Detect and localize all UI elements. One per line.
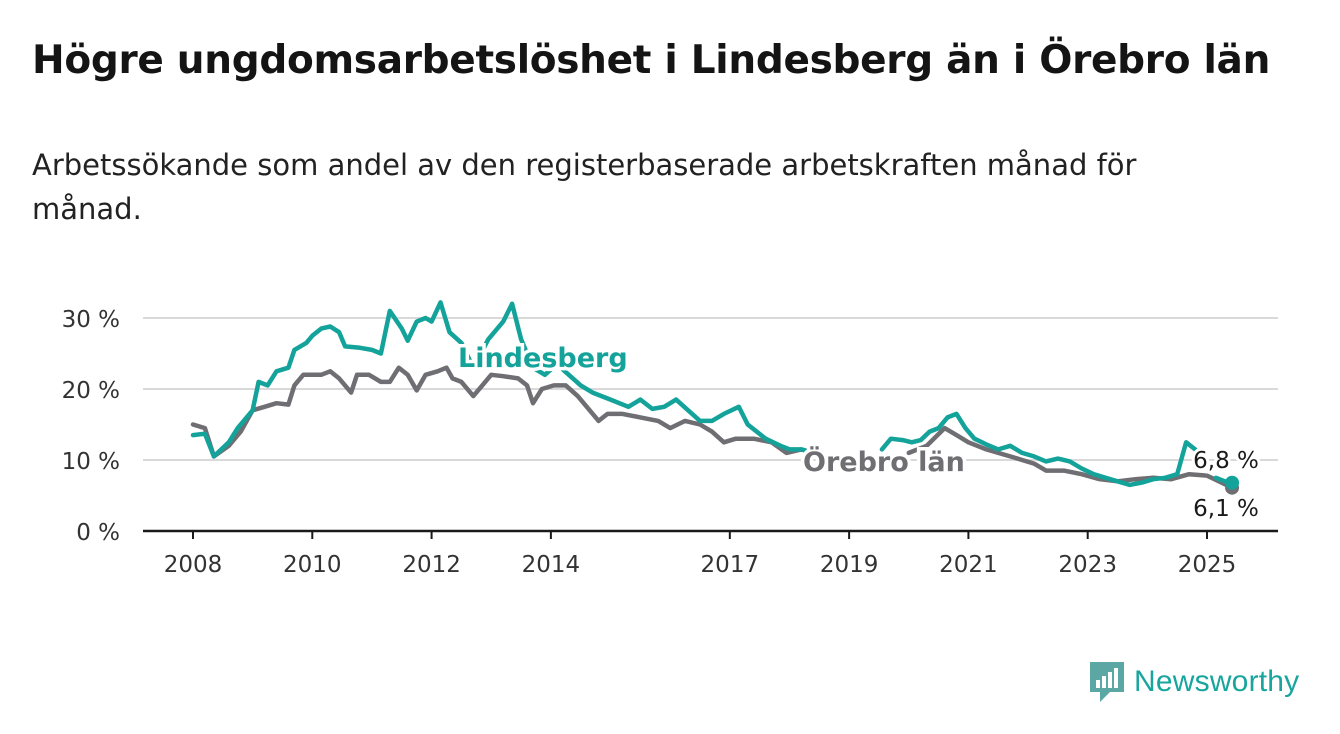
x-tick-label: 2019 <box>820 552 879 578</box>
y-tick-label: 0 % <box>76 520 120 546</box>
x-tick-label: 2025 <box>1178 552 1237 578</box>
series-layer <box>190 300 1240 495</box>
x-tick-label: 2017 <box>701 552 760 578</box>
grid-lines <box>143 317 1278 461</box>
x-tick-label: 2012 <box>402 552 461 578</box>
newsworthy-brand[interactable]: Newsworthy <box>1088 660 1299 704</box>
x-tick-label: 2008 <box>164 552 223 578</box>
y-tick-label: 30 % <box>62 307 120 333</box>
newsworthy-logo-icon <box>1090 662 1124 702</box>
end-point-lindesberg <box>1225 475 1240 490</box>
chart-title: Högre ungdomsarbetslöshet i Lindesberg ä… <box>32 38 1271 83</box>
x-tick-label: 2023 <box>1058 552 1117 578</box>
x-tick-label: 2021 <box>939 552 998 578</box>
brand-name: Newsworthy <box>1134 665 1300 698</box>
end-label-lindesberg: 6,8 % <box>1193 448 1259 474</box>
x-axis: 2008 2010 2012 2014 2017 2019 2021 2023 2025 <box>143 529 1278 578</box>
y-axis: 0 % 10 % 20 % 30 % <box>62 307 120 546</box>
series-line-lindesberg-1 <box>190 300 837 461</box>
chart-subtitle: Arbetssökande som andel av den registerb… <box>32 148 1137 226</box>
series-label-orebro-lan: Örebro län <box>803 445 965 478</box>
x-tick-label: 2010 <box>283 552 342 578</box>
series-label-lindesberg: Lindesberg <box>458 343 628 374</box>
series-line-orebro-lan-1 <box>190 365 834 463</box>
y-tick-label: 10 % <box>62 449 120 475</box>
y-tick-label: 20 % <box>62 378 120 404</box>
end-label-orebro-lan: 6,1 % <box>1193 496 1259 522</box>
annotation-layer: 6,8 % 6,1 % Lindesberg Örebro län <box>455 340 1262 526</box>
series-line-lindesberg-2 <box>879 411 1207 488</box>
x-tick-label: 2014 <box>522 552 581 578</box>
series-line-orebro-lan-2 <box>906 425 1235 490</box>
